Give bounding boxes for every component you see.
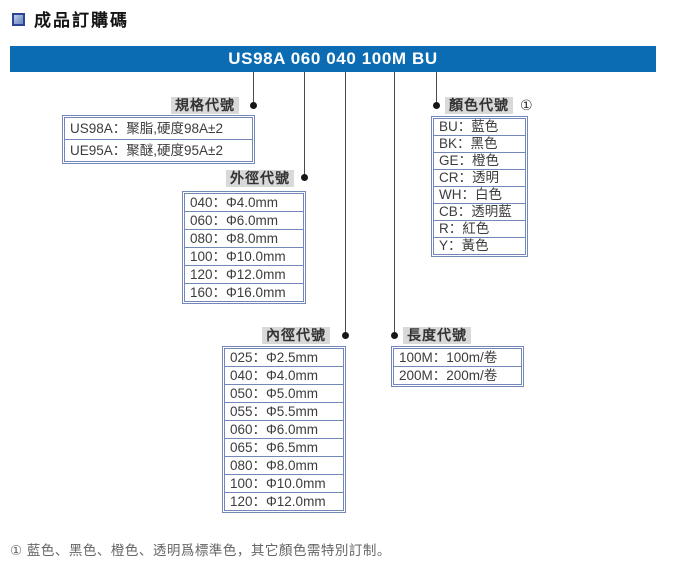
table-row: BK：黑色	[433, 135, 526, 153]
table-row: R：紅色	[433, 220, 526, 238]
connector-dot-outer-dia	[301, 174, 308, 181]
table-row: 060：Φ6.0mm	[224, 420, 344, 439]
length-code-table: 100M：100m/卷 200M：200m/卷	[391, 346, 524, 387]
table-row: 100：Φ10.0mm	[224, 474, 344, 493]
inner-diameter-code-table: 025：Φ2.5mm 040：Φ4.0mm 050：Φ5.0mm 055：Φ5.5mm…	[222, 346, 346, 513]
title-bullet-icon	[12, 13, 25, 26]
table-row: CB：透明藍	[433, 203, 526, 221]
group-label-inner-dia: 內徑代號	[262, 327, 330, 344]
connector-dot-spec	[250, 102, 257, 109]
table-row: 040：Φ4.0mm	[224, 366, 344, 385]
color-code-table: BU：藍色 BK：黑色 GE：橙色 CR：透明 WH：白色 CB：透明藍 R：紅色 Y：黃色	[431, 116, 528, 257]
table-row: UE95A：聚醚,硬度95A±2	[64, 139, 253, 162]
table-row: 100：Φ10.0mm	[184, 247, 304, 266]
table-row: BU：藍色	[433, 118, 526, 136]
table-row: 200M：200m/卷	[393, 366, 522, 385]
page-title: 成品訂購碼	[34, 11, 129, 30]
table-row: 120：Φ12.0mm	[224, 492, 344, 511]
connector-line-color	[436, 72, 437, 103]
connector-line-inner-dia	[345, 72, 346, 333]
table-row: 080：Φ8.0mm	[184, 229, 304, 248]
table-row: 025：Φ2.5mm	[224, 348, 344, 367]
table-row: 120：Φ12.0mm	[184, 265, 304, 284]
table-row: Y：黃色	[433, 237, 526, 255]
table-row: 055：Φ5.5mm	[224, 402, 344, 421]
group-label-outer-dia: 外徑代號	[226, 170, 294, 187]
group-label-color: 顏色代號	[445, 97, 513, 114]
connector-dot-length	[391, 332, 398, 339]
group-label-length: 長度代號	[403, 327, 471, 344]
table-row: GE：橙色	[433, 152, 526, 170]
spec-code-table: US98A：聚脂,硬度98A±2 UE95A：聚醚,硬度95A±2	[62, 115, 255, 164]
outer-diameter-code-table: 040：Φ4.0mm 060：Φ6.0mm 080：Φ8.0mm 100：Φ10.0m…	[182, 191, 306, 304]
connector-line-spec	[253, 72, 254, 103]
connector-dot-inner-dia	[342, 332, 349, 339]
footnote-ref-mark: ①	[520, 97, 533, 113]
table-row: 050：Φ5.0mm	[224, 384, 344, 403]
table-row: 100M：100m/卷	[393, 348, 522, 367]
connector-dot-color	[433, 102, 440, 109]
table-row: WH：白色	[433, 186, 526, 204]
group-label-spec: 規格代號	[171, 97, 239, 114]
order-code-banner: US98A 060 040 100M BU	[10, 46, 656, 72]
table-row: 080：Φ8.0mm	[224, 456, 344, 475]
table-row: US98A：聚脂,硬度98A±2	[64, 117, 253, 140]
table-row: 040：Φ4.0mm	[184, 193, 304, 212]
table-row: 065：Φ6.5mm	[224, 438, 344, 457]
table-row: 160：Φ16.0mm	[184, 283, 304, 302]
table-row: 060：Φ6.0mm	[184, 211, 304, 230]
connector-line-outer-dia	[304, 72, 305, 176]
footnote: ① 藍色、黑色、橙色、透明爲標準色，其它顏色需特別訂制。	[10, 543, 391, 558]
table-row: CR：透明	[433, 169, 526, 187]
connector-line-length	[394, 72, 395, 333]
